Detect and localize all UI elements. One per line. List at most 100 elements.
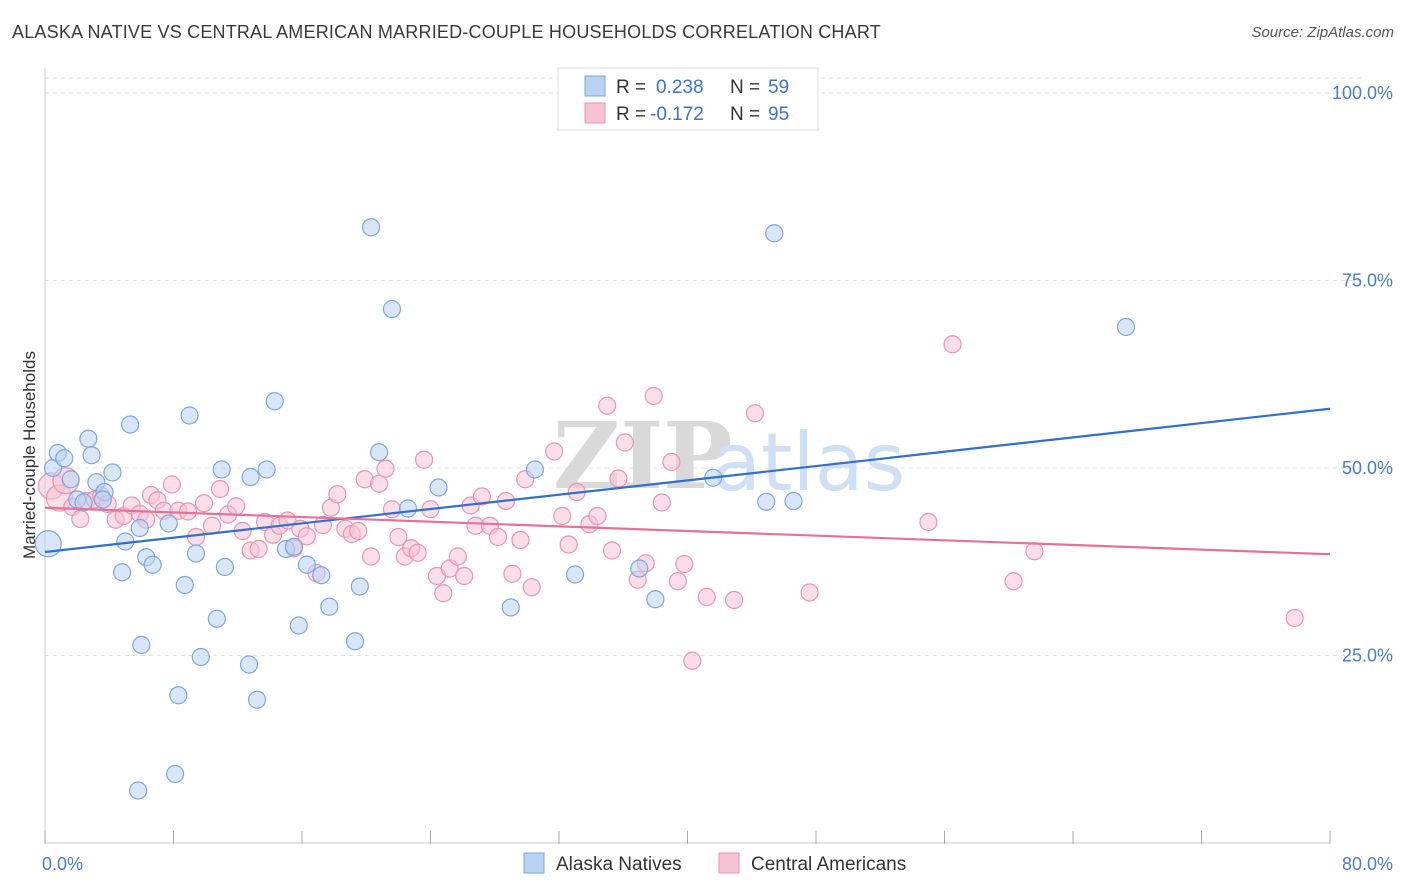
central-american-point	[455, 566, 474, 586]
series-legend-swatch-blue	[523, 852, 545, 874]
alaska-native-point	[169, 686, 188, 705]
central-american-point	[943, 335, 962, 354]
central-american-point	[210, 479, 230, 499]
legend-r-label-2: R =	[616, 104, 646, 125]
alaska-native-point	[186, 544, 206, 563]
alaska-native-point	[79, 429, 98, 448]
alaska-native-point	[398, 499, 418, 518]
alaska-native-point	[1116, 317, 1136, 337]
y-tick-labels: 25.0% 50.0% 75.0% 100.0%	[1332, 83, 1393, 666]
central-americans-trend-line	[44, 506, 1331, 556]
alaska-native-point	[175, 575, 194, 595]
legend-n-value-2: 95	[768, 104, 789, 125]
x-tick-label-end: 80.0%	[1342, 854, 1393, 874]
alaska-native-point	[757, 492, 776, 511]
chart-title: ALASKA NATIVE VS CENTRAL AMERICAN MARRIE…	[12, 22, 881, 42]
central-american-point	[370, 474, 389, 493]
central-american-point	[644, 386, 663, 406]
alaska-native-point	[429, 478, 448, 497]
central-american-point	[668, 572, 687, 591]
central-american-point	[1004, 572, 1023, 591]
watermark-atlas: atlas	[712, 416, 905, 509]
y-tick-label: 25.0%	[1342, 646, 1393, 666]
central-american-point	[615, 433, 634, 452]
alaska-native-point	[130, 518, 149, 538]
alaska-native-point	[180, 406, 199, 425]
alaska-native-point	[215, 557, 234, 577]
central-american-point	[361, 547, 381, 566]
y-tick-label: 100.0%	[1332, 83, 1393, 103]
central-american-point	[559, 535, 578, 554]
series-legend-swatch-pink	[718, 852, 740, 874]
alaska-native-point	[646, 590, 665, 609]
central-american-point	[472, 487, 491, 506]
alaska-native-point	[74, 493, 93, 512]
alaska-native-point	[93, 490, 112, 509]
central-american-point	[349, 521, 368, 541]
legend-n-value-1: 59	[768, 77, 789, 98]
alaska-native-point	[361, 218, 381, 237]
alaska-native-point	[132, 635, 151, 655]
source-credit: Source: ZipAtlas.com	[1251, 24, 1394, 41]
alaska-native-point	[784, 491, 803, 511]
alaska-native-point	[525, 460, 545, 479]
central-americans-points	[37, 335, 1304, 670]
legend-r-value-1: 0.238	[656, 77, 704, 98]
alaska-native-point	[345, 632, 365, 651]
alaska-native-point	[241, 467, 260, 487]
alaska-native-point	[312, 566, 331, 585]
alaska-native-point	[212, 460, 231, 479]
central-american-point	[162, 475, 181, 494]
alaska-native-point	[112, 563, 132, 582]
central-american-point	[194, 494, 214, 513]
central-american-point	[745, 404, 765, 423]
alaska-native-point	[103, 463, 122, 482]
central-american-point	[414, 450, 434, 469]
legend-n-label-2: N =	[730, 104, 760, 125]
alaska-native-point	[166, 764, 185, 784]
alaska-native-point	[207, 609, 226, 628]
alaska-native-point	[247, 690, 267, 709]
alaska-native-point	[630, 559, 649, 578]
alaska-native-point	[370, 443, 389, 462]
central-american-point	[297, 527, 316, 546]
correlation-legend: R = 0.238 N = 59 R = -0.172 N = 95	[557, 67, 819, 131]
central-american-point	[408, 543, 427, 562]
central-american-point	[652, 493, 671, 512]
alaska-native-point	[143, 555, 162, 574]
central-american-point	[609, 469, 628, 488]
alaska-native-point	[382, 299, 402, 319]
alaska-native-point	[501, 598, 520, 617]
central-american-point	[389, 527, 408, 547]
grid-lines	[45, 77, 1365, 656]
central-american-point	[1285, 608, 1304, 628]
x-tick-label-start: 0.0%	[42, 854, 83, 874]
central-american-point	[434, 584, 453, 603]
trend-lines	[44, 407, 1331, 556]
watermark: ZIP atlas	[553, 402, 905, 510]
alaska-native-point	[320, 597, 339, 616]
alaska-native-point	[257, 460, 276, 479]
central-american-point	[382, 500, 402, 519]
central-american-point	[683, 651, 702, 670]
legend-swatch-pink	[584, 102, 606, 124]
alaska-native-point	[289, 616, 308, 635]
central-american-point	[545, 442, 564, 461]
axes	[44, 68, 1331, 844]
series-legend: Alaska Natives Central Americans	[523, 852, 906, 875]
central-american-point	[697, 587, 716, 607]
alaska-native-point	[239, 655, 259, 674]
central-american-point	[178, 502, 198, 521]
central-american-point	[186, 527, 206, 547]
legend-swatch-blue	[584, 75, 606, 97]
alaska-native-point	[265, 392, 284, 411]
central-american-point	[376, 459, 395, 478]
y-axis-label: Married-couple Households	[20, 351, 39, 559]
central-american-point	[511, 530, 530, 550]
alaska-native-point	[350, 577, 369, 596]
alaska-native-point	[565, 565, 585, 584]
legend-r-label-1: R =	[616, 77, 646, 98]
central-american-point	[800, 583, 819, 602]
alaska-native-point	[297, 555, 316, 574]
